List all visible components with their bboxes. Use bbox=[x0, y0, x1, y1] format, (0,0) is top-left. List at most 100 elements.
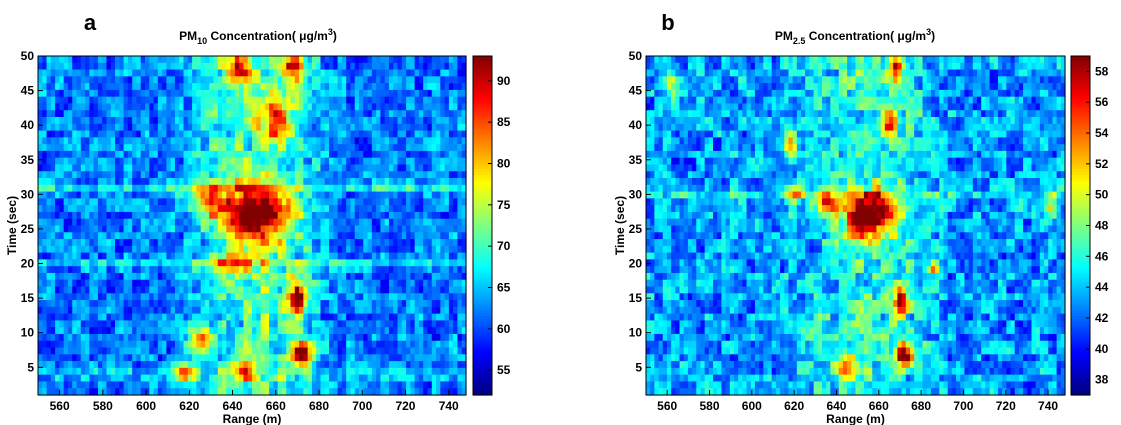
heatmap-cell bbox=[187, 340, 193, 349]
heatmap-cell bbox=[106, 211, 112, 220]
heatmap-cell bbox=[38, 218, 43, 227]
heatmap-cell bbox=[363, 83, 369, 91]
heatmap-cell bbox=[170, 178, 176, 186]
heatmap-cell bbox=[269, 178, 274, 186]
heatmap-cell bbox=[234, 56, 240, 64]
heatmap-cell bbox=[252, 327, 257, 335]
heatmap-cell bbox=[145, 218, 150, 227]
heatmap-cell bbox=[42, 89, 48, 98]
heatmap-cell bbox=[384, 157, 390, 166]
heatmap-cell bbox=[431, 110, 437, 118]
heatmap-cell bbox=[337, 191, 343, 199]
heatmap-cell bbox=[166, 56, 172, 64]
heatmap-cell bbox=[277, 123, 283, 132]
heatmap-cell bbox=[63, 144, 69, 152]
heatmap-cell bbox=[63, 347, 69, 355]
heatmap-cell bbox=[337, 83, 343, 91]
heatmap-cell bbox=[110, 171, 116, 179]
heatmap-cell bbox=[329, 272, 334, 281]
heatmap-cell bbox=[354, 191, 360, 199]
heatmap-cell bbox=[397, 157, 403, 166]
heatmap-cell bbox=[222, 123, 227, 132]
heatmap-cell bbox=[174, 89, 180, 98]
heatmap-cell bbox=[50, 117, 56, 125]
heatmap-cell bbox=[119, 205, 125, 213]
heatmap-cell bbox=[115, 103, 120, 111]
heatmap-cell bbox=[230, 313, 236, 322]
heatmap-cell bbox=[354, 354, 360, 362]
heatmap-cell bbox=[457, 123, 463, 132]
heatmap-cell bbox=[436, 232, 441, 240]
heatmap-cell bbox=[269, 239, 274, 247]
heatmap-cell bbox=[179, 150, 185, 159]
heatmap-cell bbox=[67, 83, 73, 91]
heatmap-cell bbox=[222, 232, 227, 240]
heatmap-cell bbox=[436, 245, 441, 254]
heatmap-cell bbox=[239, 83, 245, 91]
heatmap-cell bbox=[192, 306, 197, 315]
heatmap-cell bbox=[243, 178, 249, 186]
heatmap-cell bbox=[448, 286, 454, 294]
heatmap-cell bbox=[149, 272, 155, 281]
heatmap-cell bbox=[329, 76, 334, 84]
heatmap-cell bbox=[200, 83, 206, 91]
heatmap-cell bbox=[80, 103, 86, 111]
heatmap-cell bbox=[440, 76, 446, 84]
heatmap-cell bbox=[89, 137, 95, 145]
heatmap-cell bbox=[359, 272, 364, 281]
heatmap-cell bbox=[226, 157, 232, 166]
heatmap-cell bbox=[294, 211, 300, 220]
heatmap-cell bbox=[384, 232, 390, 240]
heatmap-cell bbox=[320, 300, 326, 308]
heatmap-cell bbox=[239, 157, 245, 166]
heatmap-cell bbox=[393, 245, 399, 254]
heatmap-cell bbox=[290, 62, 296, 71]
heatmap-cell bbox=[410, 259, 416, 267]
heatmap-cell bbox=[162, 76, 167, 84]
heatmap-cell bbox=[217, 205, 223, 213]
heatmap-cell bbox=[363, 184, 369, 193]
heatmap-cell bbox=[376, 62, 381, 71]
heatmap-cell bbox=[440, 117, 446, 125]
heatmap-cell bbox=[106, 225, 112, 233]
heatmap-cell bbox=[192, 347, 197, 355]
heatmap-cell bbox=[363, 327, 369, 335]
heatmap-cell bbox=[89, 150, 95, 159]
heatmap-cell bbox=[145, 144, 150, 152]
heatmap-cell bbox=[324, 144, 330, 152]
heatmap-cell bbox=[183, 354, 189, 362]
heatmap-cell bbox=[115, 340, 120, 349]
heatmap-cell bbox=[204, 218, 210, 227]
heatmap-cell bbox=[277, 110, 283, 118]
heatmap-cell bbox=[174, 225, 180, 233]
heatmap-cell bbox=[427, 150, 433, 159]
heatmap-cell bbox=[127, 354, 133, 362]
heatmap-cell bbox=[97, 110, 103, 118]
heatmap-cell bbox=[153, 144, 159, 152]
heatmap-cell bbox=[179, 300, 185, 308]
heatmap-cell bbox=[393, 178, 399, 186]
heatmap-cell bbox=[76, 198, 82, 206]
heatmap-cell bbox=[55, 347, 60, 355]
heatmap-cell bbox=[307, 300, 313, 308]
heatmap-cell bbox=[414, 327, 420, 335]
heatmap-cell bbox=[457, 144, 463, 152]
heatmap-cell bbox=[183, 83, 189, 91]
heatmap-cell bbox=[209, 137, 215, 145]
heatmap-cell bbox=[46, 225, 52, 233]
heatmap-cell bbox=[453, 313, 459, 322]
heatmap-cell bbox=[183, 150, 189, 159]
heatmap-cell bbox=[410, 239, 416, 247]
heatmap-cell bbox=[410, 361, 416, 369]
heatmap-cell bbox=[72, 144, 78, 152]
heatmap-cell bbox=[132, 374, 138, 383]
heatmap-cell bbox=[264, 123, 270, 132]
heatmap-cell bbox=[393, 340, 399, 349]
heatmap-cell bbox=[414, 333, 420, 342]
heatmap-cell bbox=[380, 69, 386, 77]
heatmap-cell bbox=[217, 272, 223, 281]
heatmap-cell bbox=[359, 137, 364, 145]
heatmap-cell bbox=[76, 374, 82, 383]
heatmap-cell bbox=[448, 259, 454, 267]
heatmap-cell bbox=[410, 137, 416, 145]
